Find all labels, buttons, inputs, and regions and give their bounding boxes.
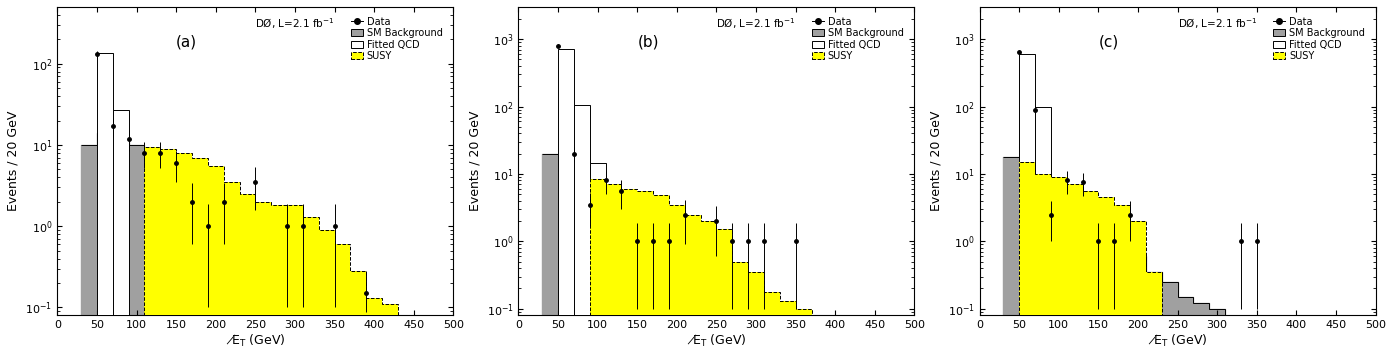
Bar (1067, 184, 1082, 356)
Bar (240, 194, 255, 356)
Bar (606, 184, 621, 356)
Bar (1114, 205, 1130, 356)
Bar (302, 217, 319, 356)
Bar (589, 179, 606, 356)
Bar (1035, 174, 1050, 356)
Bar (701, 221, 716, 356)
Legend: Data, SM Background, Fitted QCD, SUSY: Data, SM Background, Fitted QCD, SUSY (1272, 15, 1367, 63)
Bar (1146, 272, 1162, 356)
Y-axis label: Events / 20 GeV: Events / 20 GeV (929, 111, 942, 211)
Y-axis label: Events / 20 GeV: Events / 20 GeV (7, 111, 20, 211)
Bar (1020, 54, 1035, 356)
Bar (287, 205, 302, 356)
Bar (145, 147, 160, 356)
Bar (192, 158, 208, 356)
Bar (589, 163, 606, 356)
Bar (621, 189, 637, 356)
Text: DØ, L=2.1 fb$^{-1}$: DØ, L=2.1 fb$^{-1}$ (716, 16, 795, 31)
Bar (1035, 107, 1050, 356)
Text: DØ, L=2.1 fb$^{-1}$: DØ, L=2.1 fb$^{-1}$ (1177, 16, 1256, 31)
Bar (334, 244, 351, 356)
X-axis label: $\mathsf{\not\!\!E_T}$ (GeV): $\mathsf{\not\!\!E_T}$ (GeV) (1148, 333, 1208, 349)
Bar (716, 230, 733, 356)
Bar (559, 49, 574, 356)
Bar (795, 309, 812, 356)
Bar (733, 262, 748, 356)
Bar (1098, 197, 1114, 356)
Bar (176, 153, 192, 356)
Bar (1130, 221, 1146, 356)
Bar (748, 272, 763, 356)
Bar (1020, 162, 1035, 356)
Bar (366, 298, 382, 356)
Bar (763, 292, 780, 356)
Bar (319, 230, 334, 356)
Text: (c): (c) (1098, 35, 1119, 50)
X-axis label: $\mathsf{\not\!\!E_T}$ (GeV): $\mathsf{\not\!\!E_T}$ (GeV) (226, 333, 286, 349)
Bar (574, 105, 589, 356)
Bar (382, 304, 398, 356)
Text: (a): (a) (176, 35, 198, 50)
Bar (637, 192, 653, 356)
Bar (1050, 177, 1067, 356)
Legend: Data, SM Background, Fitted QCD, SUSY: Data, SM Background, Fitted QCD, SUSY (350, 15, 444, 63)
Text: DØ, L=2.1 fb$^{-1}$: DØ, L=2.1 fb$^{-1}$ (255, 16, 334, 31)
Bar (224, 182, 240, 356)
Bar (653, 195, 669, 356)
Bar (669, 205, 685, 356)
Bar (351, 271, 366, 356)
Bar (272, 205, 287, 356)
Bar (685, 215, 701, 356)
Legend: Data, SM Background, Fitted QCD, SUSY: Data, SM Background, Fitted QCD, SUSY (811, 15, 905, 63)
Bar (255, 202, 272, 356)
Bar (98, 53, 113, 356)
X-axis label: $\mathsf{\not\!\!E_T}$ (GeV): $\mathsf{\not\!\!E_T}$ (GeV) (687, 333, 747, 349)
Bar (780, 301, 795, 356)
Bar (113, 110, 128, 356)
Bar (208, 166, 224, 356)
Bar (160, 149, 176, 356)
Bar (1082, 192, 1098, 356)
Text: (b): (b) (637, 35, 659, 50)
Y-axis label: Events / 20 GeV: Events / 20 GeV (468, 111, 481, 211)
